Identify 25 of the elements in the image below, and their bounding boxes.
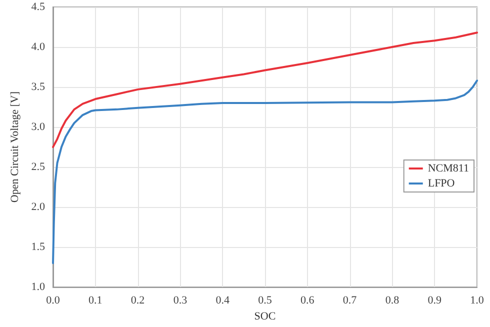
legend-label: LFPO bbox=[428, 178, 455, 190]
y-tick-label: 2.5 bbox=[31, 161, 46, 174]
x-tick-label: 0.5 bbox=[258, 294, 272, 307]
x-tick-label: 1.0 bbox=[470, 294, 484, 307]
x-axis-title: SOC bbox=[254, 310, 276, 322]
y-tick-label: 3.5 bbox=[31, 81, 46, 94]
x-tick-label: 0.4 bbox=[216, 294, 230, 307]
x-tick-label: 0.7 bbox=[342, 294, 358, 307]
x-tick-label: 0.1 bbox=[88, 294, 102, 307]
y-tick-label: 4.0 bbox=[31, 41, 46, 54]
x-tick-label: 0.8 bbox=[385, 294, 400, 307]
line-series bbox=[52, 32, 478, 148]
y-tick-label: 2.0 bbox=[31, 201, 46, 214]
y-tick-label: 4.5 bbox=[31, 1, 46, 13]
y-tick-label: 3.0 bbox=[31, 121, 46, 134]
y-axis-title: Open Circuit Voltage [V] bbox=[8, 91, 21, 203]
legend-label: NCM811 bbox=[428, 162, 470, 174]
x-tick-label: 0.0 bbox=[46, 294, 60, 307]
x-tick-label: 0.9 bbox=[428, 294, 442, 307]
y-tick-label: 1.5 bbox=[31, 241, 46, 254]
y-tick-label: 1.0 bbox=[31, 281, 46, 294]
x-tick-label: 0.3 bbox=[173, 294, 188, 307]
x-tick-label: 0.6 bbox=[300, 294, 315, 307]
x-tick-label: 0.2 bbox=[130, 294, 145, 307]
line-series bbox=[52, 80, 478, 264]
